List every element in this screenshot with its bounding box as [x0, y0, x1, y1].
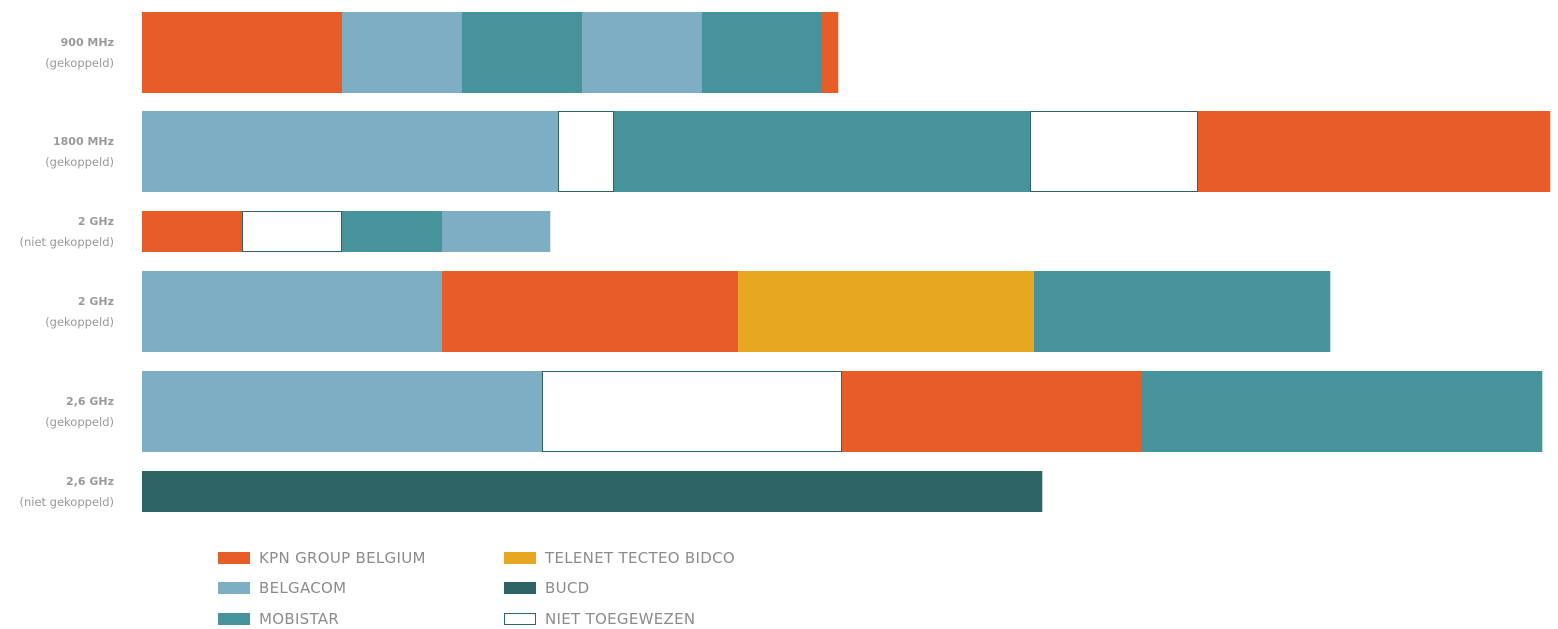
row-label-mode: (gekoppeld)	[45, 154, 114, 169]
legend: KPN GROUP BELGIUM BELGACOM MOBISTAR TELE…	[218, 548, 818, 628]
row-label-band: 2,6 GHz	[66, 394, 114, 408]
legend-label: BELGACOM	[259, 579, 347, 597]
row-label: 2 GHz (gekoppeld)	[45, 292, 114, 332]
row-label: 2,6 GHz (niet gekoppeld)	[19, 472, 114, 512]
bar-segment	[142, 471, 1043, 512]
bar-segment	[142, 111, 559, 192]
bar-segment	[342, 211, 443, 252]
legend-swatch	[504, 552, 536, 564]
row-label-mode: (gekoppeld)	[45, 414, 114, 429]
bar-segment	[1142, 371, 1543, 452]
bar-segment	[342, 12, 463, 93]
bar-segment	[842, 371, 1143, 452]
bar-row	[142, 211, 551, 252]
row-label-mode: (niet gekoppeld)	[19, 234, 114, 249]
row-label: 1800 MHz (gekoppeld)	[45, 132, 114, 172]
bar-row	[142, 471, 1043, 512]
legend-label: TELENET TECTEO BIDCO	[545, 549, 735, 567]
bar-segment	[822, 12, 839, 93]
row-label-mode: (niet gekoppeld)	[19, 494, 114, 509]
bar-row	[142, 111, 1551, 192]
row-label-mode: (gekoppeld)	[45, 314, 114, 329]
row-label-mode: (gekoppeld)	[45, 55, 114, 70]
legend-swatch	[504, 613, 536, 625]
row-label-band: 900 MHz	[60, 35, 114, 49]
legend-item: MOBISTAR	[218, 609, 339, 629]
row-label: 900 MHz (gekoppeld)	[45, 33, 114, 73]
row-label-band: 2 GHz	[77, 214, 114, 228]
row-label: 2,6 GHz (gekoppeld)	[45, 392, 114, 432]
legend-swatch	[218, 582, 250, 594]
bar-segment	[142, 371, 543, 452]
bar-segment	[242, 211, 342, 252]
bar-segment	[614, 111, 1031, 192]
bar-segment	[738, 271, 1035, 352]
legend-label: KPN GROUP BELGIUM	[259, 549, 426, 567]
bar-segment	[442, 211, 551, 252]
legend-label: NIET TOEGEWEZEN	[545, 610, 696, 628]
bar-row	[142, 271, 1331, 352]
legend-label: BUCD	[545, 579, 590, 597]
row-label-band: 1800 MHz	[53, 134, 114, 148]
bar-segment	[702, 12, 823, 93]
legend-item: BUCD	[504, 578, 590, 598]
legend-item: KPN GROUP BELGIUM	[218, 548, 426, 568]
bar-segment	[558, 111, 614, 192]
bar-segment	[462, 12, 583, 93]
row-label-band: 2,6 GHz	[66, 474, 114, 488]
bars-svg	[142, 12, 1551, 512]
row-label-band: 2 GHz	[77, 294, 114, 308]
bar-segment	[582, 12, 703, 93]
row-label: 2 GHz (niet gekoppeld)	[19, 212, 114, 252]
bar-segment	[1030, 111, 1198, 192]
bar-segment	[542, 371, 842, 452]
legend-swatch	[504, 582, 536, 594]
legend-item: BELGACOM	[218, 578, 346, 598]
bar-segment	[442, 271, 739, 352]
bar-segment	[142, 12, 343, 93]
bar-row	[142, 371, 1543, 452]
legend-item: NIET TOEGEWEZEN	[504, 609, 695, 629]
bar-segment	[1198, 111, 1551, 192]
legend-label: MOBISTAR	[259, 610, 340, 628]
bar-segment	[142, 271, 443, 352]
legend-item: TELENET TECTEO BIDCO	[504, 548, 735, 568]
legend-swatch	[218, 552, 250, 564]
bar-segment	[1034, 271, 1331, 352]
legend-swatch	[218, 613, 250, 625]
bar-row	[142, 12, 839, 93]
bar-segment	[142, 211, 243, 252]
